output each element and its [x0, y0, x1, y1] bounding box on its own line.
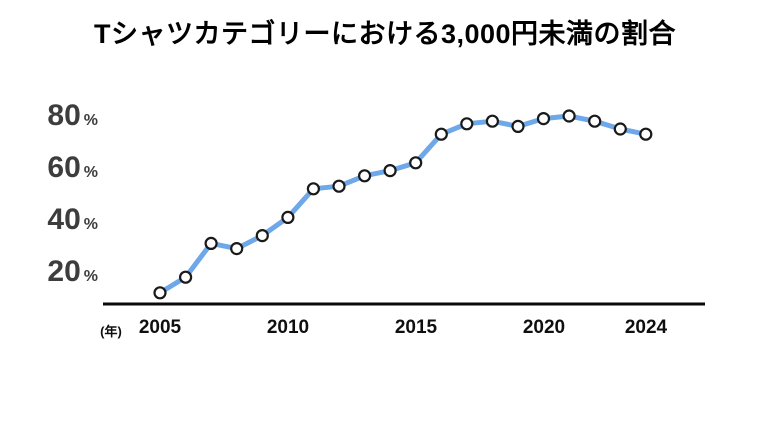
- y-tick-20-unit: %: [83, 268, 98, 285]
- series-line: [157, 113, 649, 296]
- data-point-2015: [409, 156, 423, 170]
- y-tick-20-value: 20: [47, 255, 81, 288]
- x-tick-2015: 2015: [394, 317, 438, 338]
- y-tick-80: 80%: [38, 98, 98, 134]
- y-tick-60: 60%: [38, 150, 98, 186]
- data-series: [153, 109, 653, 300]
- data-point-2016: [434, 127, 448, 141]
- data-point-2022: [588, 114, 602, 128]
- data-point-2021: [562, 109, 576, 123]
- y-tick-20: 20%: [38, 254, 98, 290]
- y-tick-60-value: 60: [47, 151, 81, 184]
- data-point-2007: [204, 236, 218, 250]
- data-point-2009: [255, 229, 269, 243]
- y-tick-60-unit: %: [83, 164, 98, 181]
- y-tick-40-value: 40: [47, 203, 81, 236]
- data-point-2020: [536, 111, 551, 126]
- data-point-2008: [230, 242, 244, 256]
- data-point-2014: [383, 164, 397, 178]
- y-tick-80-value: 80: [47, 99, 81, 132]
- x-tick-2010: 2010: [266, 317, 310, 338]
- y-tick-80-unit: %: [83, 112, 98, 129]
- data-point-2018: [485, 114, 499, 128]
- data-point-2005: [153, 286, 167, 300]
- data-point-2024: [639, 127, 653, 141]
- x-axis-unit-label: (年): [100, 324, 122, 339]
- data-point-2017: [460, 117, 474, 131]
- data-point-2006: [179, 270, 193, 284]
- y-tick-40-unit: %: [83, 216, 98, 233]
- data-point-2019: [511, 119, 525, 134]
- x-tick-2005: 2005: [138, 317, 182, 338]
- data-point-2012: [332, 179, 346, 193]
- data-point-2011: [306, 182, 320, 196]
- data-point-2010: [281, 210, 295, 224]
- data-point-2023: [613, 122, 627, 136]
- chart-title: Tシャツカテゴリーにおける3,000円未満の割合: [93, 19, 677, 49]
- x-tick-2024: 2024: [624, 317, 668, 338]
- data-point-2013: [358, 169, 372, 183]
- y-tick-40: 40%: [38, 202, 98, 238]
- x-tick-2020: 2020: [522, 317, 566, 338]
